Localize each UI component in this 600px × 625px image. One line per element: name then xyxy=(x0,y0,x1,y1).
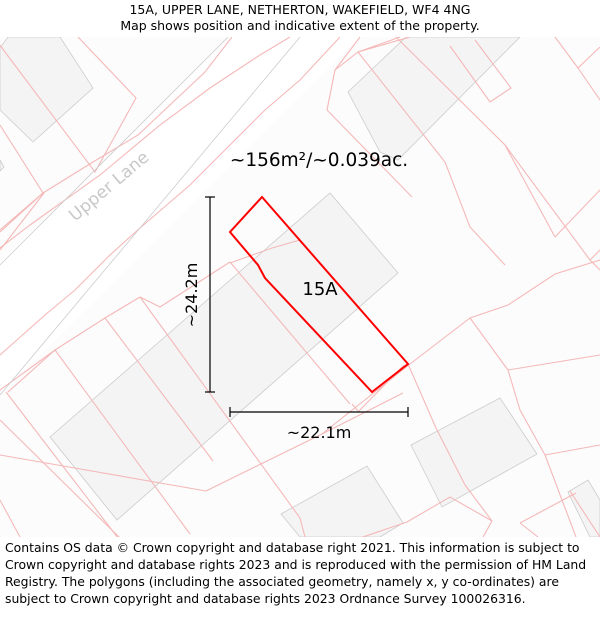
building-footprints xyxy=(0,37,600,537)
map-header: 15A, UPPER LANE, NETHERTON, WAKEFIELD, W… xyxy=(0,0,600,37)
copyright-attribution: Contains OS data © Crown copyright and d… xyxy=(5,540,587,606)
property-map[interactable]: Upper Lane ~156m²/~0.039ac. 15A ~24.2m ~… xyxy=(0,37,600,537)
width-dimension-line xyxy=(229,407,409,417)
area-label: ~156m²/~0.039ac. xyxy=(230,150,408,171)
height-dimension-line xyxy=(205,196,215,393)
width-dimension-label: ~22.1m xyxy=(287,423,352,442)
road-edges xyxy=(0,37,301,396)
map-subtitle: Map shows position and indicative extent… xyxy=(120,18,480,33)
property-number-label: 15A xyxy=(302,279,338,300)
property-outline-15a[interactable] xyxy=(228,195,410,394)
height-dimension-label: ~24.2m xyxy=(182,263,201,328)
road-upper-lane-lower xyxy=(0,37,360,395)
property-address-title: 15A, UPPER LANE, NETHERTON, WAKEFIELD, W… xyxy=(129,2,471,17)
parcel-boundaries xyxy=(0,37,600,537)
